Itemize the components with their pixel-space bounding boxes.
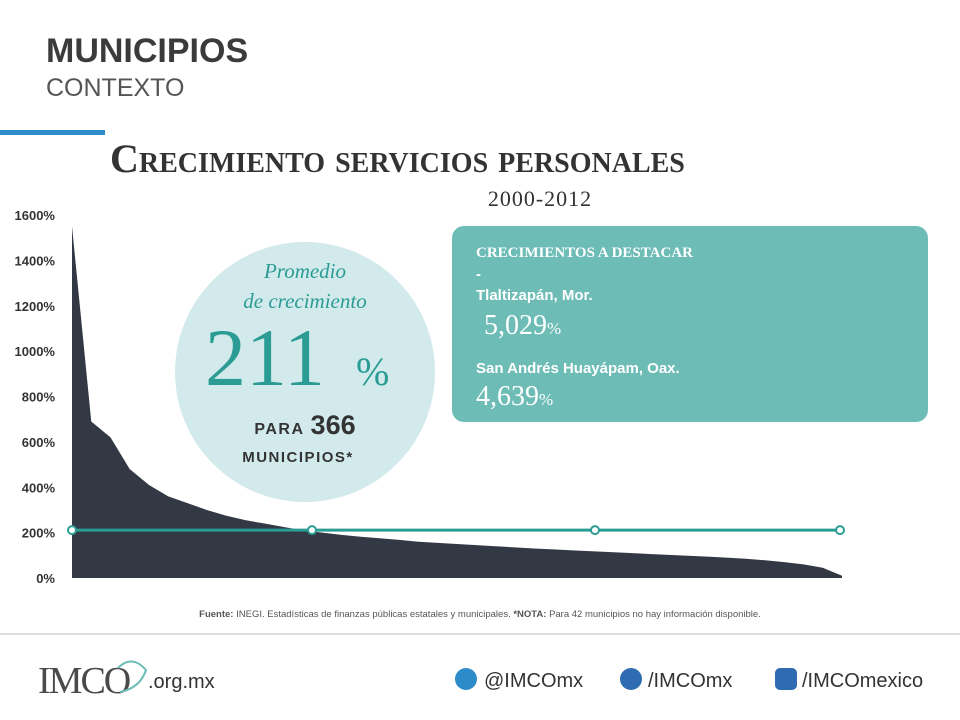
logo-swirl xyxy=(117,660,148,693)
average-label: Promedio xyxy=(263,259,346,283)
average-marker xyxy=(67,525,77,536)
average-marker xyxy=(307,525,317,536)
footer-domain: .org.mx xyxy=(148,671,215,693)
accent-bar xyxy=(0,130,105,135)
footer-twitter[interactable]: @IMCOmx xyxy=(484,670,583,692)
y-tick-label: 1000% xyxy=(15,344,56,359)
source: INEGI. Estadísticas de finanzas públicas… xyxy=(236,609,511,620)
highlight-value-line: 5,029% xyxy=(484,310,561,341)
average-value: 211 xyxy=(205,312,325,403)
y-tick-label: 600% xyxy=(22,435,56,450)
highlight-title: CRECIMIENTOS A DESTACAR xyxy=(476,245,693,261)
footer-logo: IMCO xyxy=(38,660,130,702)
footer-facebook[interactable]: /IMCOmx xyxy=(648,670,732,692)
highlight-value: 4,639 xyxy=(476,381,539,412)
y-tick-label: 1400% xyxy=(15,253,56,268)
count-suffix: MUNICIPIOS* xyxy=(242,449,354,466)
highlight-name: Tlaltizapán, Mor. xyxy=(476,287,593,304)
y-tick-label: 1600% xyxy=(15,208,56,223)
count-prefix: PARA xyxy=(254,421,304,438)
y-tick-label: 0% xyxy=(36,571,55,586)
area xyxy=(72,226,842,578)
highlight-value-line: 4,639% xyxy=(476,381,553,412)
source-label: Fuente: xyxy=(199,609,233,620)
header-subtitle: CONTEXTO xyxy=(46,74,184,102)
y-tick-label: 1200% xyxy=(15,299,56,314)
footer-youtube[interactable]: /IMCOmexico xyxy=(802,670,923,692)
highlight-value: 5,029 xyxy=(484,310,547,341)
average-marker xyxy=(835,525,845,536)
y-tick-label: 400% xyxy=(22,480,56,495)
header-title: MUNICIPIOS xyxy=(46,32,248,70)
highlight-unit: % xyxy=(539,390,553,409)
note: Para 42 municipios no hay información di… xyxy=(549,609,761,620)
average-marker xyxy=(590,525,600,536)
note-label: *NOTA: xyxy=(513,609,546,620)
average-label: de crecimiento xyxy=(243,289,366,313)
y-tick-label: 800% xyxy=(22,390,56,405)
highlight-box xyxy=(452,226,928,422)
twitter-icon xyxy=(455,668,477,690)
youtube-icon xyxy=(775,668,797,690)
facebook-icon xyxy=(620,668,642,690)
chart-subtitle: 2000-2012 xyxy=(488,186,592,211)
count: 366 xyxy=(311,410,356,440)
chart-title: Crecimiento servicios personales xyxy=(110,136,685,181)
plot: 0% 200% 400% 600% 800% 1000% 1200% 1400% 1600% xyxy=(15,208,845,586)
average-unit: % xyxy=(356,349,389,394)
highlight-unit: % xyxy=(547,319,561,338)
highlight-name: San Andrés Huayápam, Oax. xyxy=(476,360,680,377)
y-tick-label: 200% xyxy=(22,526,56,541)
average-bubble xyxy=(175,242,435,502)
count-line: PARA 366 xyxy=(254,410,355,440)
source-note: Fuente: INEGI. Estadísticas de finanzas … xyxy=(199,609,761,620)
highlight-separator: - xyxy=(476,266,481,283)
